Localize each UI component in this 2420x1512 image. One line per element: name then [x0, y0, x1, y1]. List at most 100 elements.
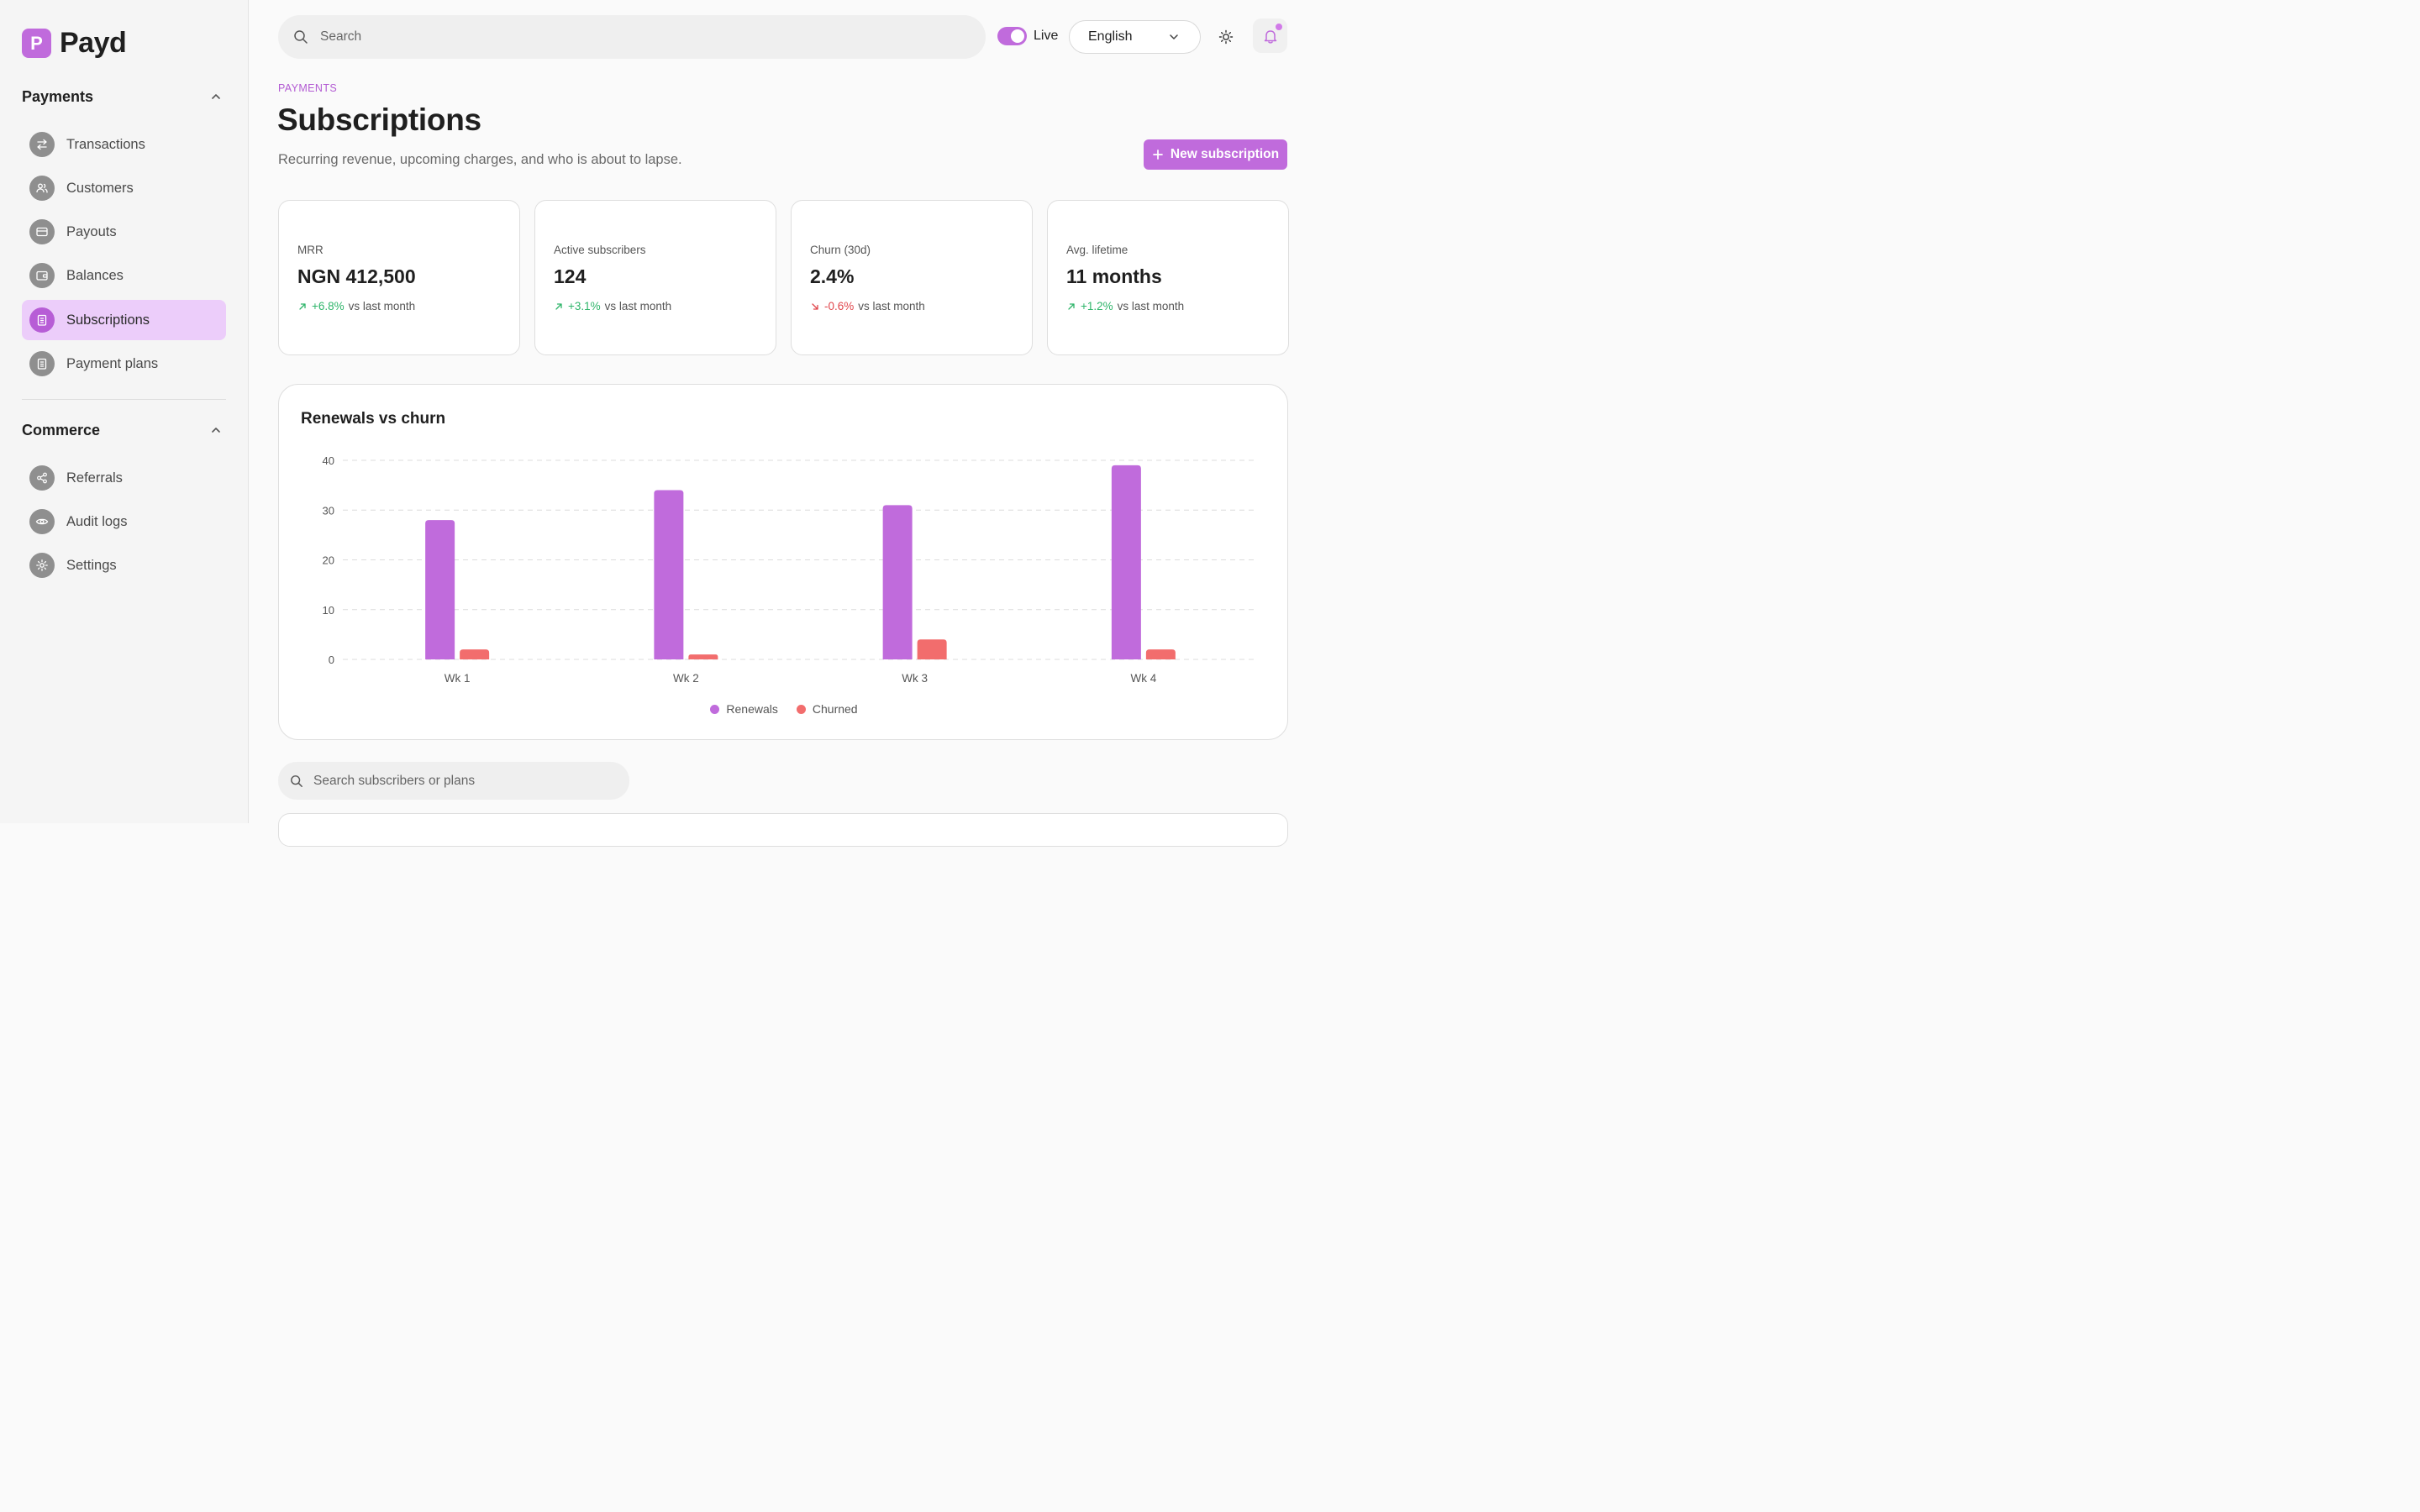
global-search-input[interactable]: Search — [278, 15, 986, 59]
arrow-up-right-icon — [555, 302, 562, 310]
page-subtitle: Recurring revenue, upcoming charges, and… — [278, 152, 682, 167]
nav-section-title: Commerce — [22, 421, 101, 438]
subscribers-table-card — [278, 813, 1288, 847]
stat-delta-value: +3.1% — [568, 300, 601, 312]
stat-card-churn: Churn (30d) 2.4% -0.6% vs last month — [791, 200, 1033, 355]
stat-card-avg-lifetime: Avg. lifetime 11 months +1.2% vs last mo… — [1047, 200, 1289, 355]
sidebar-item-payment-plans[interactable]: Payment plans — [22, 344, 226, 384]
chevron-down-icon — [1170, 34, 1178, 39]
stat-delta-value: +1.2% — [1081, 300, 1113, 312]
stat-label: Churn (30d) — [810, 244, 871, 256]
x-tick-label: Wk 1 — [445, 672, 471, 685]
bar-renewals — [882, 505, 913, 659]
chevron-up-icon — [212, 428, 220, 433]
sidebar-item-label: Customers — [66, 180, 134, 196]
bar-renewals — [1111, 465, 1141, 659]
eye-icon — [29, 509, 55, 534]
stat-delta: +1.2% vs last month — [1066, 300, 1184, 312]
arrow-up-right-icon — [1068, 302, 1075, 310]
sidebar-item-label: Balances — [66, 267, 124, 283]
chart-title: Renewals vs churn — [301, 410, 446, 428]
sidebar: P Payd Payments Transactions Customers P… — [0, 0, 249, 823]
y-tick-label: 20 — [323, 554, 334, 567]
legend-item-churned[interactable]: Churned — [796, 702, 858, 716]
sidebar-item-label: Transactions — [66, 136, 145, 152]
notifications-button[interactable] — [1253, 18, 1287, 53]
search-icon — [291, 774, 302, 787]
clipboard-icon — [29, 351, 55, 376]
language-select[interactable]: English — [1069, 20, 1201, 54]
clipboard-icon — [29, 307, 55, 333]
arrows-swap-icon — [29, 132, 55, 157]
sidebar-item-payouts[interactable]: Payouts — [22, 212, 226, 252]
bar-churned — [917, 639, 947, 659]
y-tick-label: 10 — [323, 604, 334, 617]
bar-churned — [1145, 649, 1176, 659]
arrow-up-right-icon — [299, 302, 306, 310]
card-icon — [29, 219, 55, 244]
sidebar-item-settings[interactable]: Settings — [22, 545, 226, 585]
stat-delta-value: +6.8% — [312, 300, 345, 312]
page-title: Subscriptions — [277, 102, 481, 137]
search-placeholder: Search — [320, 29, 362, 44]
sidebar-item-audit-logs[interactable]: Audit logs — [22, 501, 226, 542]
stat-delta-suffix: vs last month — [858, 300, 925, 312]
new-subscription-button[interactable]: New subscription — [1144, 139, 1287, 170]
sidebar-item-label: Subscriptions — [66, 312, 150, 328]
wallet-icon — [29, 263, 55, 288]
sidebar-item-subscriptions[interactable]: Subscriptions — [22, 300, 226, 340]
renewals-chart-card: Renewals vs churn 0 10 20 30 40 Wk 1 Wk 2 Wk 3 W… — [278, 384, 1288, 740]
new-subscription-label: New subscription — [1170, 147, 1280, 161]
nav-section-payments[interactable]: Payments — [22, 85, 227, 108]
y-tick-label: 40 — [323, 454, 334, 467]
x-tick-label: Wk 4 — [1130, 672, 1156, 685]
legend-label: Churned — [812, 702, 858, 716]
sidebar-item-label: Payouts — [66, 223, 117, 239]
app-name: Payd — [60, 27, 127, 59]
sidebar-item-customers[interactable]: Customers — [22, 168, 226, 208]
toggle-switch[interactable] — [997, 27, 1027, 45]
sidebar-item-balances[interactable]: Balances — [22, 255, 226, 296]
stat-card-mrr: MRR NGN 412,500 +6.8% vs last month — [278, 200, 520, 355]
subscriber-search-input[interactable]: Search subscribers or plans — [278, 762, 629, 800]
arrow-down-right-icon — [812, 302, 818, 310]
language-value: English — [1088, 29, 1133, 44]
bar-renewals — [425, 520, 455, 659]
legend-swatch — [710, 704, 720, 714]
theme-toggle-button[interactable] — [1215, 26, 1237, 48]
bar-renewals — [654, 490, 684, 659]
bar-churned — [460, 649, 490, 659]
stat-card-active-subscribers: Active subscribers 124 +3.1% vs last mon… — [534, 200, 776, 355]
sun-icon — [1218, 29, 1234, 45]
stat-label: Active subscribers — [554, 244, 646, 256]
search-icon — [294, 30, 308, 44]
nav-section-commerce[interactable]: Commerce — [22, 418, 227, 442]
app-logo[interactable]: P Payd — [22, 27, 127, 60]
share-icon — [29, 465, 55, 491]
stat-label: Avg. lifetime — [1066, 244, 1128, 256]
users-icon — [29, 176, 55, 201]
bar-churned — [688, 654, 718, 659]
live-mode-toggle[interactable]: Live — [997, 27, 1058, 45]
stat-delta: +3.1% vs last month — [554, 300, 671, 312]
live-label: Live — [1034, 29, 1059, 43]
stat-delta: +6.8% vs last month — [297, 300, 415, 312]
legend-label: Renewals — [726, 702, 778, 716]
legend-swatch — [796, 704, 806, 714]
stat-value: NGN 412,500 — [297, 265, 416, 287]
stat-value: 11 months — [1066, 265, 1162, 287]
stat-delta: -0.6% vs last month — [810, 300, 925, 312]
sidebar-item-transactions[interactable]: Transactions — [22, 124, 226, 165]
stat-label: MRR — [297, 244, 324, 256]
stat-delta-value: -0.6% — [824, 300, 855, 312]
sidebar-item-label: Audit logs — [66, 513, 128, 529]
stat-delta-suffix: vs last month — [1117, 300, 1185, 312]
y-tick-label: 30 — [323, 504, 334, 517]
sidebar-item-label: Referrals — [66, 470, 123, 486]
sidebar-item-referrals[interactable]: Referrals — [22, 458, 226, 498]
plus-icon — [1153, 150, 1163, 160]
breadcrumb[interactable]: PAYMENTS — [278, 82, 338, 94]
x-tick-label: Wk 2 — [673, 672, 699, 685]
legend-item-renewals[interactable]: Renewals — [710, 702, 778, 716]
stat-value: 2.4% — [810, 265, 855, 287]
